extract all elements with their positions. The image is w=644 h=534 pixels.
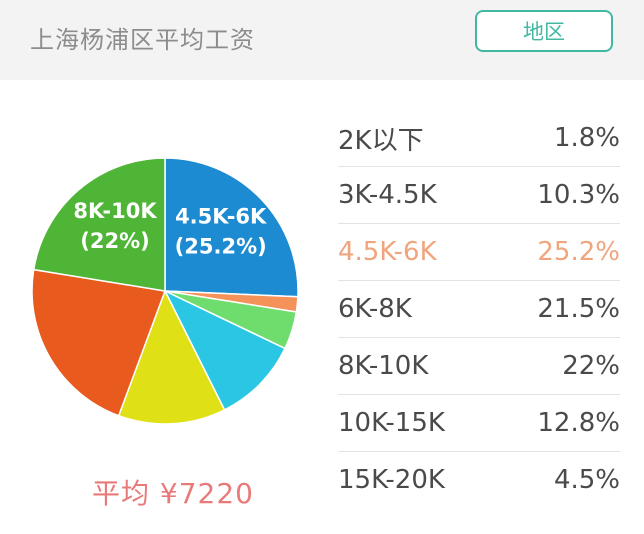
pie-slice-label: 8K-10K (73, 199, 157, 223)
region-button[interactable]: 地区 (475, 10, 613, 52)
salary-percent: 1.8% (553, 123, 620, 153)
salary-range: 2K以下 (338, 125, 424, 156)
table-row: 10K-15K 12.8% (338, 395, 620, 452)
salary-range: 4.5K-6K (338, 237, 437, 267)
salary-percent: 25.2% (537, 237, 620, 267)
salary-range: 6K-8K (338, 294, 412, 324)
page-title: 上海杨浦区平均工资 (30, 26, 255, 54)
salary-pie-chart: 4.5K-6K (25.2%) 8K-10K (22%) (31, 157, 299, 425)
salary-distribution-table: 2K以下 1.8% 3K-4.5K 10.3% 4.5K-6K 25.2% 6K… (338, 110, 620, 508)
table-row-highlighted: 4.5K-6K 25.2% (338, 224, 620, 281)
average-salary: 平均 ¥7220 (92, 477, 254, 510)
header-bar: 上海杨浦区平均工资 地区 (0, 0, 644, 80)
pie-slice (163, 289, 286, 411)
table-row: 6K-8K 21.5% (338, 281, 620, 338)
salary-percent: 22% (562, 351, 620, 381)
salary-percent: 10.3% (537, 180, 620, 210)
pie-slice (32, 157, 166, 292)
salary-range: 15K-20K (338, 465, 445, 495)
salary-range: 3K-4.5K (338, 180, 437, 210)
table-row: 8K-10K 22% (338, 338, 620, 395)
table-row: 2K以下 1.8% (338, 110, 620, 167)
pie-slice-value: (22%) (80, 229, 149, 253)
pie-slice-label: 4.5K-6K (175, 205, 267, 229)
salary-range: 10K-15K (338, 408, 445, 438)
table-row: 3K-4.5K 10.3% (338, 167, 620, 224)
pie-slice (31, 268, 167, 417)
pie-slice (117, 289, 226, 425)
pie-slice (164, 157, 299, 298)
salary-range: 8K-10K (338, 351, 429, 381)
salary-percent: 4.5% (553, 465, 620, 495)
table-row: 15K-20K 4.5% (338, 452, 620, 508)
salary-percent: 12.8% (537, 408, 620, 438)
pie-slice-value: (25.2%) (175, 235, 267, 259)
salary-percent: 21.5% (537, 294, 620, 324)
